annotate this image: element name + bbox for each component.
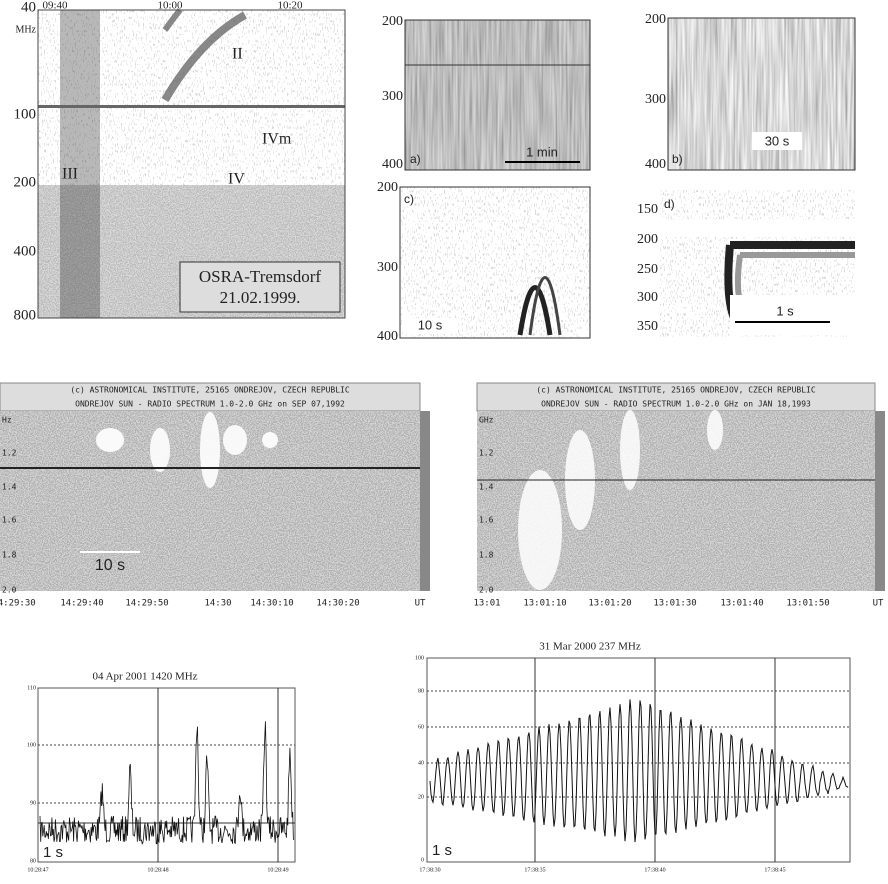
- x-tick-label: UT: [873, 599, 884, 609]
- y-tick-label: 2.0: [479, 586, 494, 595]
- panel-b: [667, 17, 856, 171]
- osra-spectrogram: [37, 8, 346, 319]
- burst-label: IVm: [262, 131, 292, 148]
- x-tick-label: UT: [415, 599, 426, 609]
- y-tick-label: MHz: [15, 24, 36, 35]
- burst-label: III: [62, 166, 78, 183]
- y-tick-label: 400: [382, 157, 403, 172]
- y-tick-label: 400: [645, 157, 666, 172]
- caption: 21.02.1999.: [220, 288, 301, 307]
- y-tick-label: 400: [14, 243, 37, 259]
- spectrum-1992: [0, 382, 430, 591]
- y-tick-label: 350: [637, 319, 658, 334]
- y-tick-label: 1.8: [479, 551, 494, 560]
- plot-2000: [426, 657, 851, 863]
- y-tick-label: 200: [14, 174, 37, 190]
- x-tick-label: 10:00: [157, 0, 183, 12]
- plot-title: 31 Mar 2000 237 MHz: [539, 641, 641, 653]
- panel-a: [404, 19, 591, 171]
- x-tick-label: 17:38:30: [419, 867, 440, 873]
- x-tick-label: 17:38:40: [644, 867, 665, 873]
- y-tick-label: 1.6: [479, 516, 494, 525]
- x-tick-label: 13:01: [473, 599, 500, 609]
- y-tick-label: 80: [418, 688, 424, 694]
- panel-label: b): [672, 152, 683, 166]
- y-tick-label: 300: [645, 92, 666, 107]
- y-tick-label: 60: [418, 724, 424, 730]
- y-tick-label: 100: [415, 655, 424, 661]
- x-tick-label: 13:01:20: [588, 599, 631, 609]
- y-tick-label: 90: [30, 800, 36, 806]
- y-tick-label: 110: [27, 685, 36, 691]
- y-tick-label: 1.8: [2, 551, 17, 560]
- x-tick-label: 14:30:20: [316, 599, 359, 609]
- y-tick-label: 100: [27, 742, 36, 748]
- x-tick-label: 14:30:10: [250, 599, 293, 609]
- y-tick-label: 100: [14, 106, 37, 122]
- x-tick-label: 17:38:35: [524, 867, 545, 873]
- x-tick-label: 10:28:49: [267, 867, 288, 873]
- y-tick-label: 1.2: [2, 449, 17, 458]
- header: (c) ASTRONOMICAL INSTITUTE, 25165 ONDREJ…: [70, 386, 350, 395]
- y-tick-label: 200: [382, 14, 403, 29]
- y-tick-label: 150: [637, 202, 658, 217]
- y-tick-label: 1.6: [2, 516, 17, 525]
- y-tick-label: 200: [645, 12, 666, 27]
- y-tick-label: 1.4: [2, 483, 17, 492]
- y-tick-label: 800: [14, 307, 37, 323]
- y-tick-label: GHz: [479, 416, 494, 425]
- y-tick-label: 200: [637, 232, 658, 247]
- header: ONDREJOV SUN - RADIO SPECTRUM 1.0-2.0 GH…: [541, 400, 811, 409]
- scale-label: 1 s: [776, 303, 794, 318]
- y-tick-label: 200: [377, 180, 398, 195]
- burst-label: IV: [228, 171, 245, 188]
- y-tick-label: Hz: [2, 416, 12, 425]
- x-tick-label: 10:28:47: [27, 867, 48, 873]
- x-tick-label: 14:29:40: [60, 599, 103, 609]
- scale-label: 10 s: [418, 317, 443, 332]
- plot-2001: [37, 687, 296, 863]
- y-tick-label: 1.2: [479, 449, 494, 458]
- x-tick-label: 13:01:50: [786, 599, 829, 609]
- y-tick-label: 40: [418, 760, 424, 766]
- x-tick-label: 14:29:30: [0, 599, 36, 609]
- burst-label: II: [232, 46, 243, 63]
- y-tick-label: 20: [418, 794, 424, 800]
- x-tick-label: 13:01:40: [720, 599, 763, 609]
- scale-label: 1 s: [43, 844, 63, 861]
- y-tick-label: 300: [377, 260, 398, 275]
- panel-d: [660, 190, 855, 337]
- x-tick-label: 17:38:45: [764, 867, 785, 873]
- x-tick-label: 14:30: [204, 599, 231, 609]
- panel-label: c): [404, 192, 414, 206]
- y-tick-label: 300: [382, 89, 403, 104]
- x-tick-label: 13:01:30: [653, 599, 696, 609]
- y-tick-label: 2.0: [2, 586, 17, 595]
- scale-label: 1 s: [432, 842, 452, 859]
- plot-title: 04 Apr 2001 1420 MHz: [92, 671, 197, 683]
- scale-label: 30 s: [765, 133, 790, 148]
- scale-label: 10 s: [95, 557, 125, 574]
- y-tick-label: 400: [377, 329, 398, 344]
- spectrum-1993: [476, 382, 885, 591]
- y-tick-label: 300: [637, 290, 658, 305]
- header: (c) ASTRONOMICAL INSTITUTE, 25165 ONDREJ…: [536, 386, 816, 395]
- x-tick-label: 09:40: [42, 0, 68, 12]
- x-tick-label: 10:28:48: [147, 867, 168, 873]
- y-tick-label: 0: [421, 857, 424, 863]
- scale-label: 1 min: [526, 144, 558, 159]
- x-tick-label: 13:01:10: [523, 599, 566, 609]
- y-tick-label: 80: [30, 858, 36, 864]
- y-tick-label: 1.4: [479, 483, 494, 492]
- x-tick-label: 14:29:50: [125, 599, 168, 609]
- x-tick-label: 10:20: [277, 0, 303, 12]
- panel-label: d): [664, 197, 675, 211]
- caption: OSRA-Tremsdorf: [199, 267, 322, 286]
- y-tick-label: 40: [21, 0, 36, 15]
- y-tick-label: 250: [637, 262, 658, 277]
- panel-label: a): [410, 152, 421, 166]
- header: ONDREJOV SUN - RADIO SPECTRUM 1.0-2.0 GH…: [75, 400, 345, 409]
- panel-c: [399, 186, 591, 339]
